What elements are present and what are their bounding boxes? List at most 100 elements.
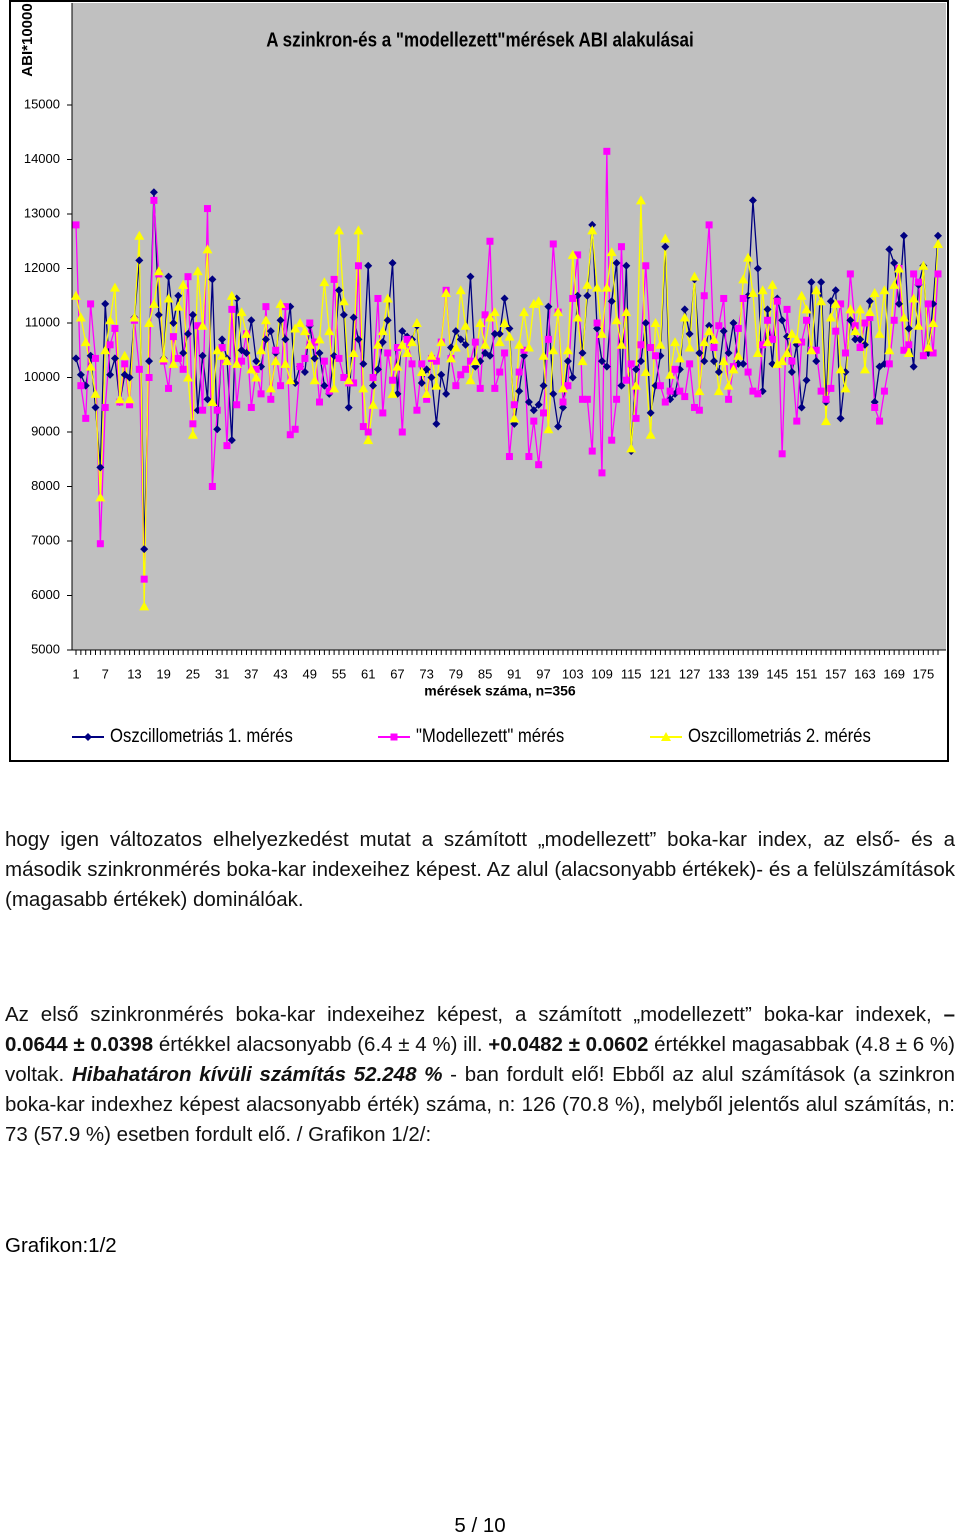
data-point <box>583 395 591 403</box>
data-point <box>330 275 338 283</box>
data-point <box>261 335 270 344</box>
data-point <box>169 319 178 327</box>
data-point <box>241 328 252 338</box>
data-point <box>189 420 197 428</box>
data-point <box>544 335 552 343</box>
data-point <box>884 345 895 355</box>
y-axis-title: ABI*10000 <box>19 3 36 76</box>
data-point <box>228 305 236 313</box>
data-point <box>749 387 757 395</box>
data-point <box>817 278 826 287</box>
data-point <box>421 388 432 398</box>
data-point <box>461 340 470 349</box>
data-point <box>383 316 392 325</box>
data-point <box>895 299 904 308</box>
data-point <box>798 338 806 346</box>
data-point <box>80 337 91 347</box>
data-point <box>183 372 194 382</box>
chart-title: A szinkron-és a "modellezett"mérések ABI… <box>266 28 693 51</box>
data-point <box>101 299 110 308</box>
data-point <box>187 429 198 439</box>
data-point <box>197 320 208 330</box>
data-point <box>163 293 174 303</box>
data-point <box>95 492 106 502</box>
data-point <box>539 381 548 390</box>
data-point <box>100 345 111 355</box>
data-point <box>582 279 593 289</box>
data-point <box>894 263 905 273</box>
data-point <box>218 335 227 344</box>
x-tick-label: 43 <box>273 666 287 681</box>
data-point <box>680 305 689 314</box>
data-point <box>135 256 144 265</box>
data-point <box>515 368 523 376</box>
data-point <box>797 403 806 412</box>
data-point <box>96 463 105 472</box>
data-point <box>553 307 564 317</box>
data-point <box>457 371 465 379</box>
data-point <box>374 294 382 302</box>
data-point <box>221 356 232 366</box>
y-tick-label: 8000 <box>31 478 60 493</box>
data-point <box>700 292 708 300</box>
data-point <box>601 282 612 292</box>
data-point <box>344 403 353 412</box>
data-point <box>178 279 189 289</box>
data-point <box>515 387 524 396</box>
data-point <box>890 316 898 324</box>
data-point <box>169 333 177 341</box>
data-point <box>796 290 807 300</box>
data-point <box>262 303 270 311</box>
data-point <box>650 318 661 327</box>
data-point <box>192 266 203 276</box>
data-point <box>106 341 114 349</box>
data-point <box>670 337 681 347</box>
text-run: +0.0482 ± 0.0602 <box>488 1033 649 1056</box>
data-point <box>231 358 242 368</box>
data-point <box>762 337 773 347</box>
data-point <box>739 359 748 368</box>
data-point <box>198 351 207 360</box>
data-point <box>596 328 607 338</box>
paragraph: hogy igen változatos elhelyezkedést muta… <box>5 828 955 911</box>
data-point <box>101 403 109 411</box>
data-point <box>315 348 324 357</box>
data-point <box>645 429 656 439</box>
data-point <box>377 326 388 336</box>
data-point <box>851 335 860 344</box>
data-point <box>676 387 684 395</box>
data-point <box>353 225 364 235</box>
data-point <box>841 349 849 357</box>
data-point <box>369 381 378 390</box>
data-point <box>329 383 340 393</box>
data-point <box>168 358 179 368</box>
data-point <box>934 231 942 240</box>
data-point <box>622 261 631 270</box>
data-point <box>354 262 362 270</box>
data-point <box>207 397 218 407</box>
data-point <box>621 307 632 317</box>
data-point <box>690 403 698 411</box>
data-point <box>153 266 164 276</box>
data-point <box>485 351 494 360</box>
data-point <box>416 367 427 377</box>
data-point <box>822 395 830 403</box>
y-tick-label: 5000 <box>31 641 60 656</box>
data-point <box>281 303 289 311</box>
data-point <box>913 320 924 330</box>
data-point <box>397 339 408 349</box>
data-point <box>700 357 709 366</box>
data-point <box>564 382 572 390</box>
data-point <box>335 354 343 362</box>
x-tick-label: 91 <box>507 666 521 681</box>
data-point <box>124 394 135 404</box>
data-point <box>535 461 543 469</box>
x-tick-label: 139 <box>737 666 759 681</box>
data-point <box>577 356 588 366</box>
data-point <box>203 395 212 404</box>
legend-label: Oszcillometriás 1. mérés <box>110 725 293 746</box>
data-point <box>140 575 148 583</box>
x-tick-label: 73 <box>419 666 433 681</box>
data-point <box>918 260 929 270</box>
data-point <box>519 307 530 317</box>
